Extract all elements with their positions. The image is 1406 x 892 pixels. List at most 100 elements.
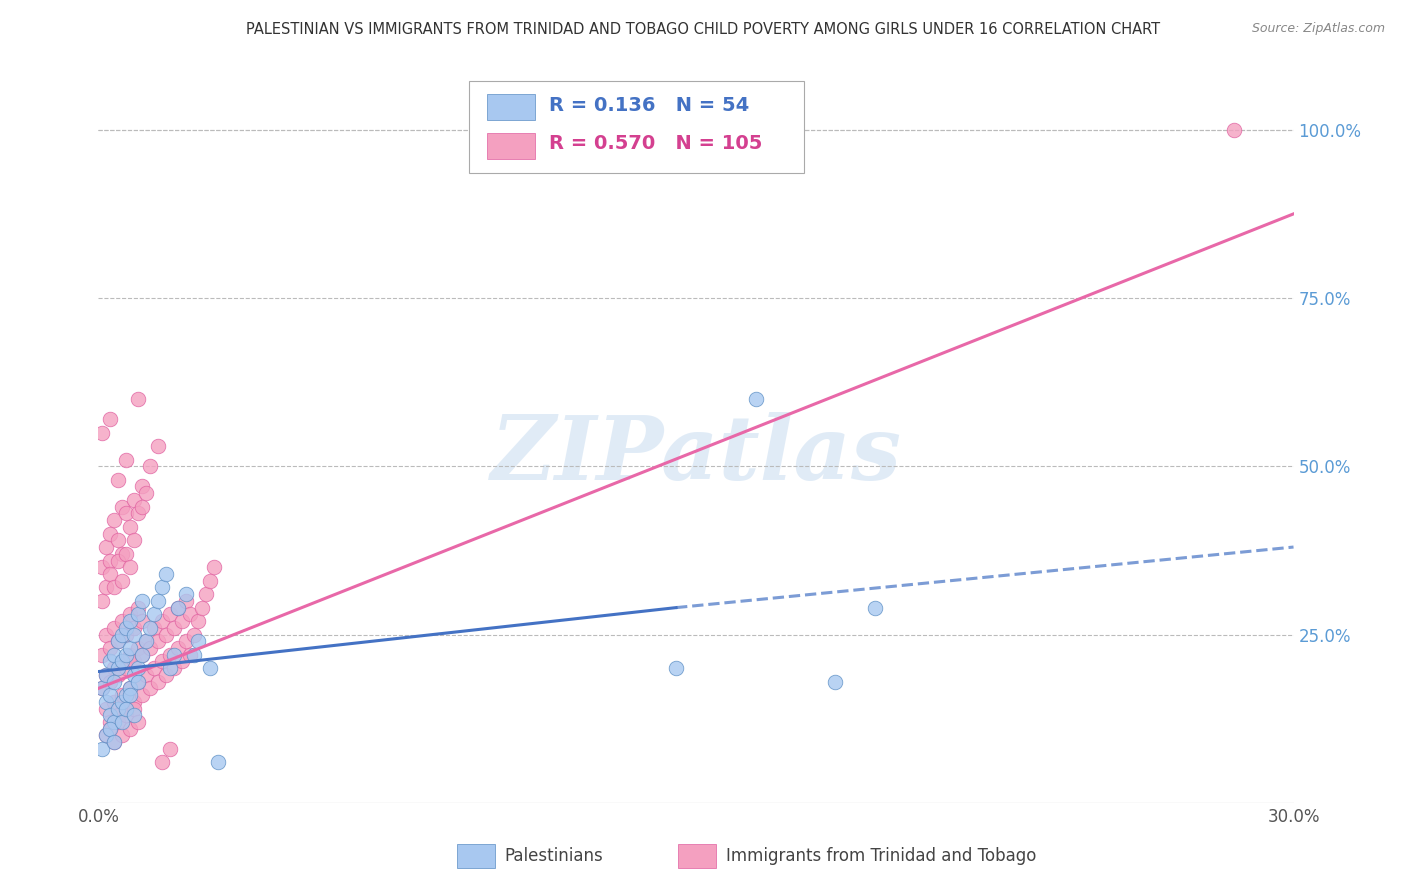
Point <box>91 742 114 756</box>
Point <box>207 756 229 770</box>
Point <box>131 648 153 662</box>
Point <box>120 648 142 662</box>
FancyBboxPatch shape <box>457 844 495 868</box>
Point <box>107 714 129 729</box>
Point <box>107 701 129 715</box>
Point <box>96 668 118 682</box>
Point <box>115 701 138 715</box>
Point <box>120 722 142 736</box>
Point <box>98 708 122 723</box>
Point <box>198 661 221 675</box>
Point <box>98 526 122 541</box>
Point <box>174 587 197 601</box>
Point <box>127 507 149 521</box>
Point <box>155 668 177 682</box>
Point <box>139 640 162 655</box>
Point <box>111 714 134 729</box>
Point <box>124 492 146 507</box>
Point <box>91 560 114 574</box>
Point <box>167 640 190 655</box>
Point <box>120 520 142 534</box>
Text: R = 0.136   N = 54: R = 0.136 N = 54 <box>548 95 749 115</box>
Point <box>127 674 149 689</box>
Point <box>98 722 122 736</box>
Point <box>111 627 134 641</box>
FancyBboxPatch shape <box>486 133 534 159</box>
Point <box>115 547 138 561</box>
Point <box>198 574 221 588</box>
Point <box>150 655 173 669</box>
Point <box>139 681 162 696</box>
Point <box>120 560 142 574</box>
Point <box>91 681 114 696</box>
Point <box>124 695 146 709</box>
Point <box>183 648 205 662</box>
Point <box>124 701 146 715</box>
Point <box>135 668 157 682</box>
Text: ZIPatlas: ZIPatlas <box>491 411 901 498</box>
Point <box>159 607 181 622</box>
Point <box>172 655 194 669</box>
Point <box>107 533 129 548</box>
Point <box>111 695 134 709</box>
Point <box>143 661 166 675</box>
Point <box>179 648 201 662</box>
Point <box>103 674 125 689</box>
Point <box>124 627 146 641</box>
Point <box>159 648 181 662</box>
Point <box>824 674 846 689</box>
Point <box>98 640 122 655</box>
Point <box>103 735 125 749</box>
Point <box>127 714 149 729</box>
Point <box>91 681 114 696</box>
Point <box>131 500 153 514</box>
Point <box>98 674 122 689</box>
Text: Source: ZipAtlas.com: Source: ZipAtlas.com <box>1251 22 1385 36</box>
Point <box>865 600 887 615</box>
Point <box>124 533 146 548</box>
Point <box>665 661 688 675</box>
Point <box>143 621 166 635</box>
Point <box>150 581 173 595</box>
Point <box>150 614 173 628</box>
Point <box>103 735 125 749</box>
Point <box>139 621 162 635</box>
Point <box>120 607 142 622</box>
Point <box>115 621 138 635</box>
Point <box>107 553 129 567</box>
Point <box>1223 122 1246 136</box>
Point <box>135 486 157 500</box>
Point <box>115 661 138 675</box>
Point <box>127 674 149 689</box>
Point <box>96 627 118 641</box>
Point <box>96 581 118 595</box>
Point <box>98 566 122 581</box>
Point <box>195 587 218 601</box>
Point <box>155 627 177 641</box>
Point <box>103 513 125 527</box>
Point <box>127 640 149 655</box>
Point <box>111 655 134 669</box>
Point <box>745 392 768 406</box>
Point <box>174 594 197 608</box>
FancyBboxPatch shape <box>678 844 716 868</box>
Point <box>163 661 186 675</box>
Point <box>120 640 142 655</box>
Point <box>120 688 142 702</box>
Point <box>91 425 114 440</box>
Point <box>98 412 122 426</box>
Point <box>159 742 181 756</box>
Point <box>124 668 146 682</box>
Point <box>96 540 118 554</box>
Point <box>115 627 138 641</box>
Point <box>148 634 170 648</box>
Point <box>135 634 157 648</box>
FancyBboxPatch shape <box>470 81 804 173</box>
Point <box>115 507 138 521</box>
Point <box>98 553 122 567</box>
Point <box>187 634 209 648</box>
Point <box>120 681 142 696</box>
Point <box>115 648 138 662</box>
Point <box>111 729 134 743</box>
Point <box>191 600 214 615</box>
